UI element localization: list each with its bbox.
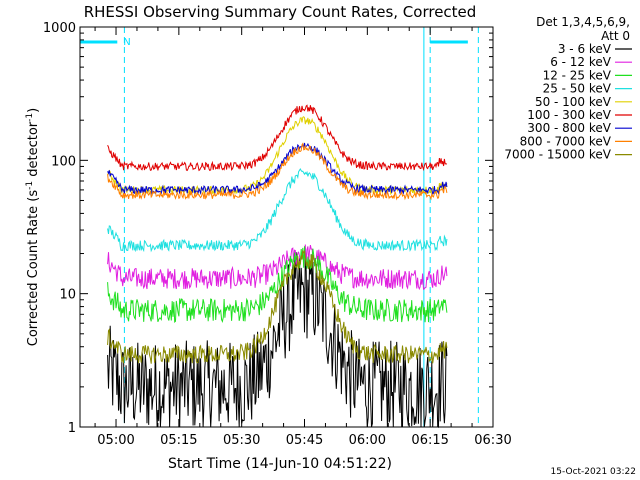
y-axis-label-sup2: -1 (25, 113, 35, 122)
legend-label: 7000 - 15000 keV (504, 148, 611, 162)
legend-label: 100 - 300 keV (527, 108, 611, 122)
x-tick-label: 06:00 (349, 433, 386, 448)
series-line (107, 104, 448, 172)
legend-label: 6 - 12 keV (550, 55, 612, 69)
series-line (107, 168, 448, 253)
chart-title: RHESSI Observing Summary Count Rates, Co… (84, 3, 477, 21)
plot-area: N (79, 27, 479, 429)
legend-label: 800 - 7000 keV (520, 134, 612, 148)
plot-frame (79, 26, 494, 428)
legend-header-2: Att 0 (601, 29, 630, 43)
y-tick-label: 1 (68, 421, 76, 436)
x-tick-label: 05:15 (160, 433, 197, 448)
series-line (107, 142, 448, 201)
series-line (107, 246, 448, 324)
series-line (107, 250, 448, 364)
night-bar-label: N (123, 37, 130, 48)
x-tick-label: 05:30 (223, 433, 260, 448)
x-tick-label: 05:45 (286, 433, 323, 448)
legend-label: 50 - 100 keV (535, 95, 612, 109)
legend-label: 3 - 6 keV (558, 42, 612, 56)
y-tick-label: 100 (51, 154, 76, 169)
y-axis: 1 10 100 1000 (43, 21, 493, 436)
x-axis: 05:00 05:15 05:30 05:45 06:00 06:15 06:30 (94, 27, 512, 448)
legend-header-1: Det 1,3,4,5,6,9, (536, 15, 630, 29)
y-axis-label: Corrected Count Rate (s-1 detector-1) (25, 108, 41, 346)
series-line (107, 252, 448, 429)
y-tick-label: 1000 (43, 21, 76, 36)
legend-label: 25 - 50 keV (543, 82, 612, 96)
legend-label: 12 - 25 keV (543, 68, 612, 82)
x-axis-label: Start Time (14-Jun-10 04:51:22) (168, 456, 392, 472)
legend-label: 300 - 800 keV (527, 121, 611, 135)
y-axis-label-main: Corrected Count Rate (s (26, 190, 41, 347)
series-line (107, 116, 448, 196)
y-axis-label-sup1: -1 (25, 181, 35, 190)
y-axis-label-mid: detector (26, 121, 41, 181)
x-tick-label: 06:15 (411, 433, 448, 448)
y-tick-label: 10 (59, 288, 76, 303)
date-stamp: 15-Oct-2021 03:22 (551, 467, 636, 477)
y-axis-label-end: ) (26, 108, 41, 113)
x-tick-label: 06:30 (474, 433, 511, 448)
x-tick-label: 05:00 (97, 433, 134, 448)
series-line (107, 244, 448, 291)
